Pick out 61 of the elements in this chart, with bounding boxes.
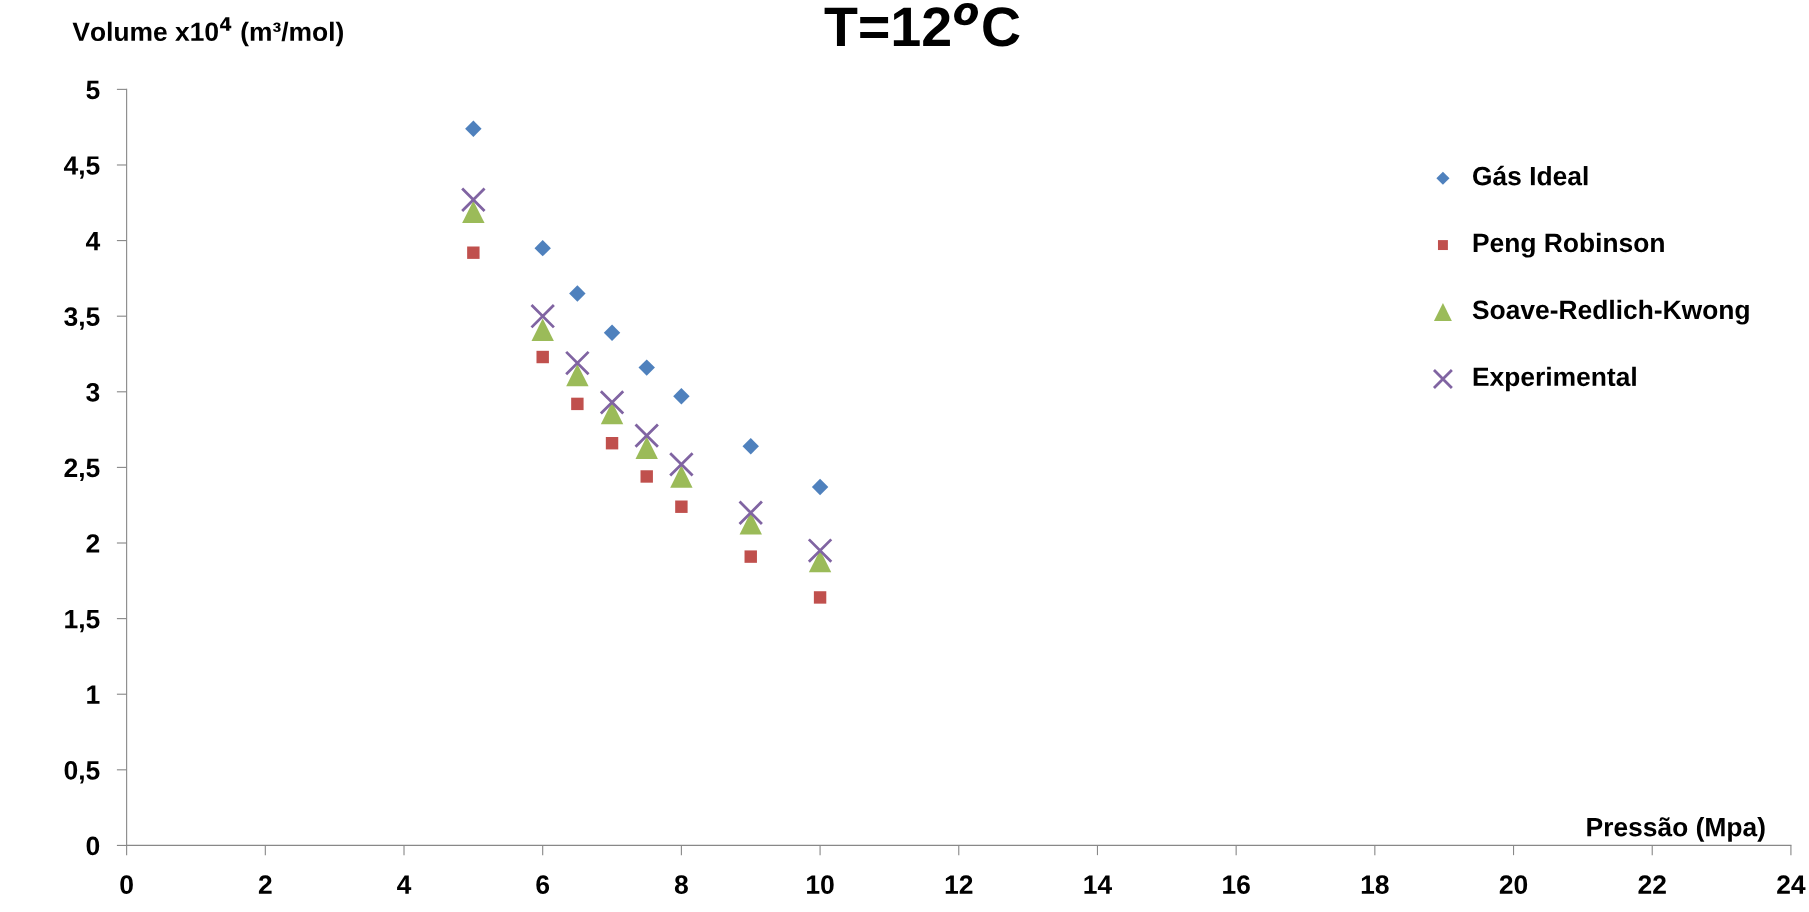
point bbox=[668, 451, 694, 477]
x-tick-label: 2 bbox=[258, 875, 272, 894]
y-tick-label: 0,5 bbox=[64, 760, 100, 784]
point bbox=[811, 478, 829, 496]
point bbox=[566, 363, 589, 387]
point bbox=[531, 318, 554, 341]
point bbox=[738, 500, 764, 526]
legend-label: Experimental bbox=[1473, 366, 1636, 392]
x-axis-title: Pressão (Mpa) bbox=[1587, 817, 1765, 842]
x-tick-label: 6 bbox=[536, 875, 550, 894]
y-tick-label: 0 bbox=[86, 836, 100, 856]
y-tick-label: 3,5 bbox=[64, 307, 100, 330]
y-axis-title: Volume x10$^{4}$ (m³/mol) bbox=[72, 17, 343, 47]
point bbox=[638, 359, 655, 376]
point bbox=[462, 200, 485, 224]
y-tick-label: 4 bbox=[85, 231, 101, 251]
point bbox=[534, 239, 551, 257]
point bbox=[675, 500, 688, 513]
point bbox=[603, 324, 621, 342]
x-tick-label: 0 bbox=[120, 875, 133, 894]
point bbox=[670, 465, 693, 488]
x-tick-label: 22 bbox=[1638, 875, 1666, 894]
y-tick-label: 2 bbox=[86, 534, 100, 553]
legend-label: Soave-Redlich-Kwong bbox=[1472, 299, 1749, 325]
point bbox=[634, 423, 660, 449]
point bbox=[673, 388, 690, 405]
point bbox=[739, 512, 762, 535]
point bbox=[460, 187, 486, 213]
y-tick-label: 3 bbox=[86, 382, 100, 402]
x-tick-label: 18 bbox=[1361, 875, 1389, 894]
point bbox=[564, 350, 590, 376]
point bbox=[569, 285, 586, 302]
y-tick-label: 1,5 bbox=[65, 610, 100, 633]
point bbox=[744, 550, 757, 563]
point bbox=[605, 437, 619, 450]
x-tick-label: 4 bbox=[397, 875, 412, 894]
y-tick-label: 5 bbox=[86, 80, 100, 100]
x-tick-label: 20 bbox=[1499, 875, 1528, 894]
point bbox=[635, 436, 658, 459]
x-tick-label: 12 bbox=[945, 875, 973, 894]
point bbox=[807, 537, 833, 564]
point bbox=[742, 438, 759, 455]
point bbox=[536, 350, 549, 364]
point bbox=[813, 591, 827, 604]
y-tick-label: 1 bbox=[87, 685, 100, 704]
legend-label: Peng Robinson bbox=[1473, 232, 1664, 258]
x-tick-label: 10 bbox=[807, 875, 834, 894]
x-tick-label: 24 bbox=[1777, 875, 1806, 894]
x-tick-label: 14 bbox=[1084, 875, 1112, 894]
chart-title: T=12$^{o}$C bbox=[824, 2, 1020, 47]
legend-label: Gás Ideal bbox=[1473, 165, 1588, 186]
point bbox=[465, 120, 482, 137]
point bbox=[467, 246, 480, 259]
x-tick-label: 16 bbox=[1223, 875, 1250, 894]
point bbox=[640, 470, 653, 483]
y-tick-label: 2,5 bbox=[64, 458, 100, 482]
point bbox=[599, 389, 625, 415]
x-tick-label: 8 bbox=[674, 875, 688, 894]
point bbox=[530, 303, 556, 329]
y-tick-label: 4,5 bbox=[63, 156, 100, 179]
point bbox=[571, 397, 584, 411]
